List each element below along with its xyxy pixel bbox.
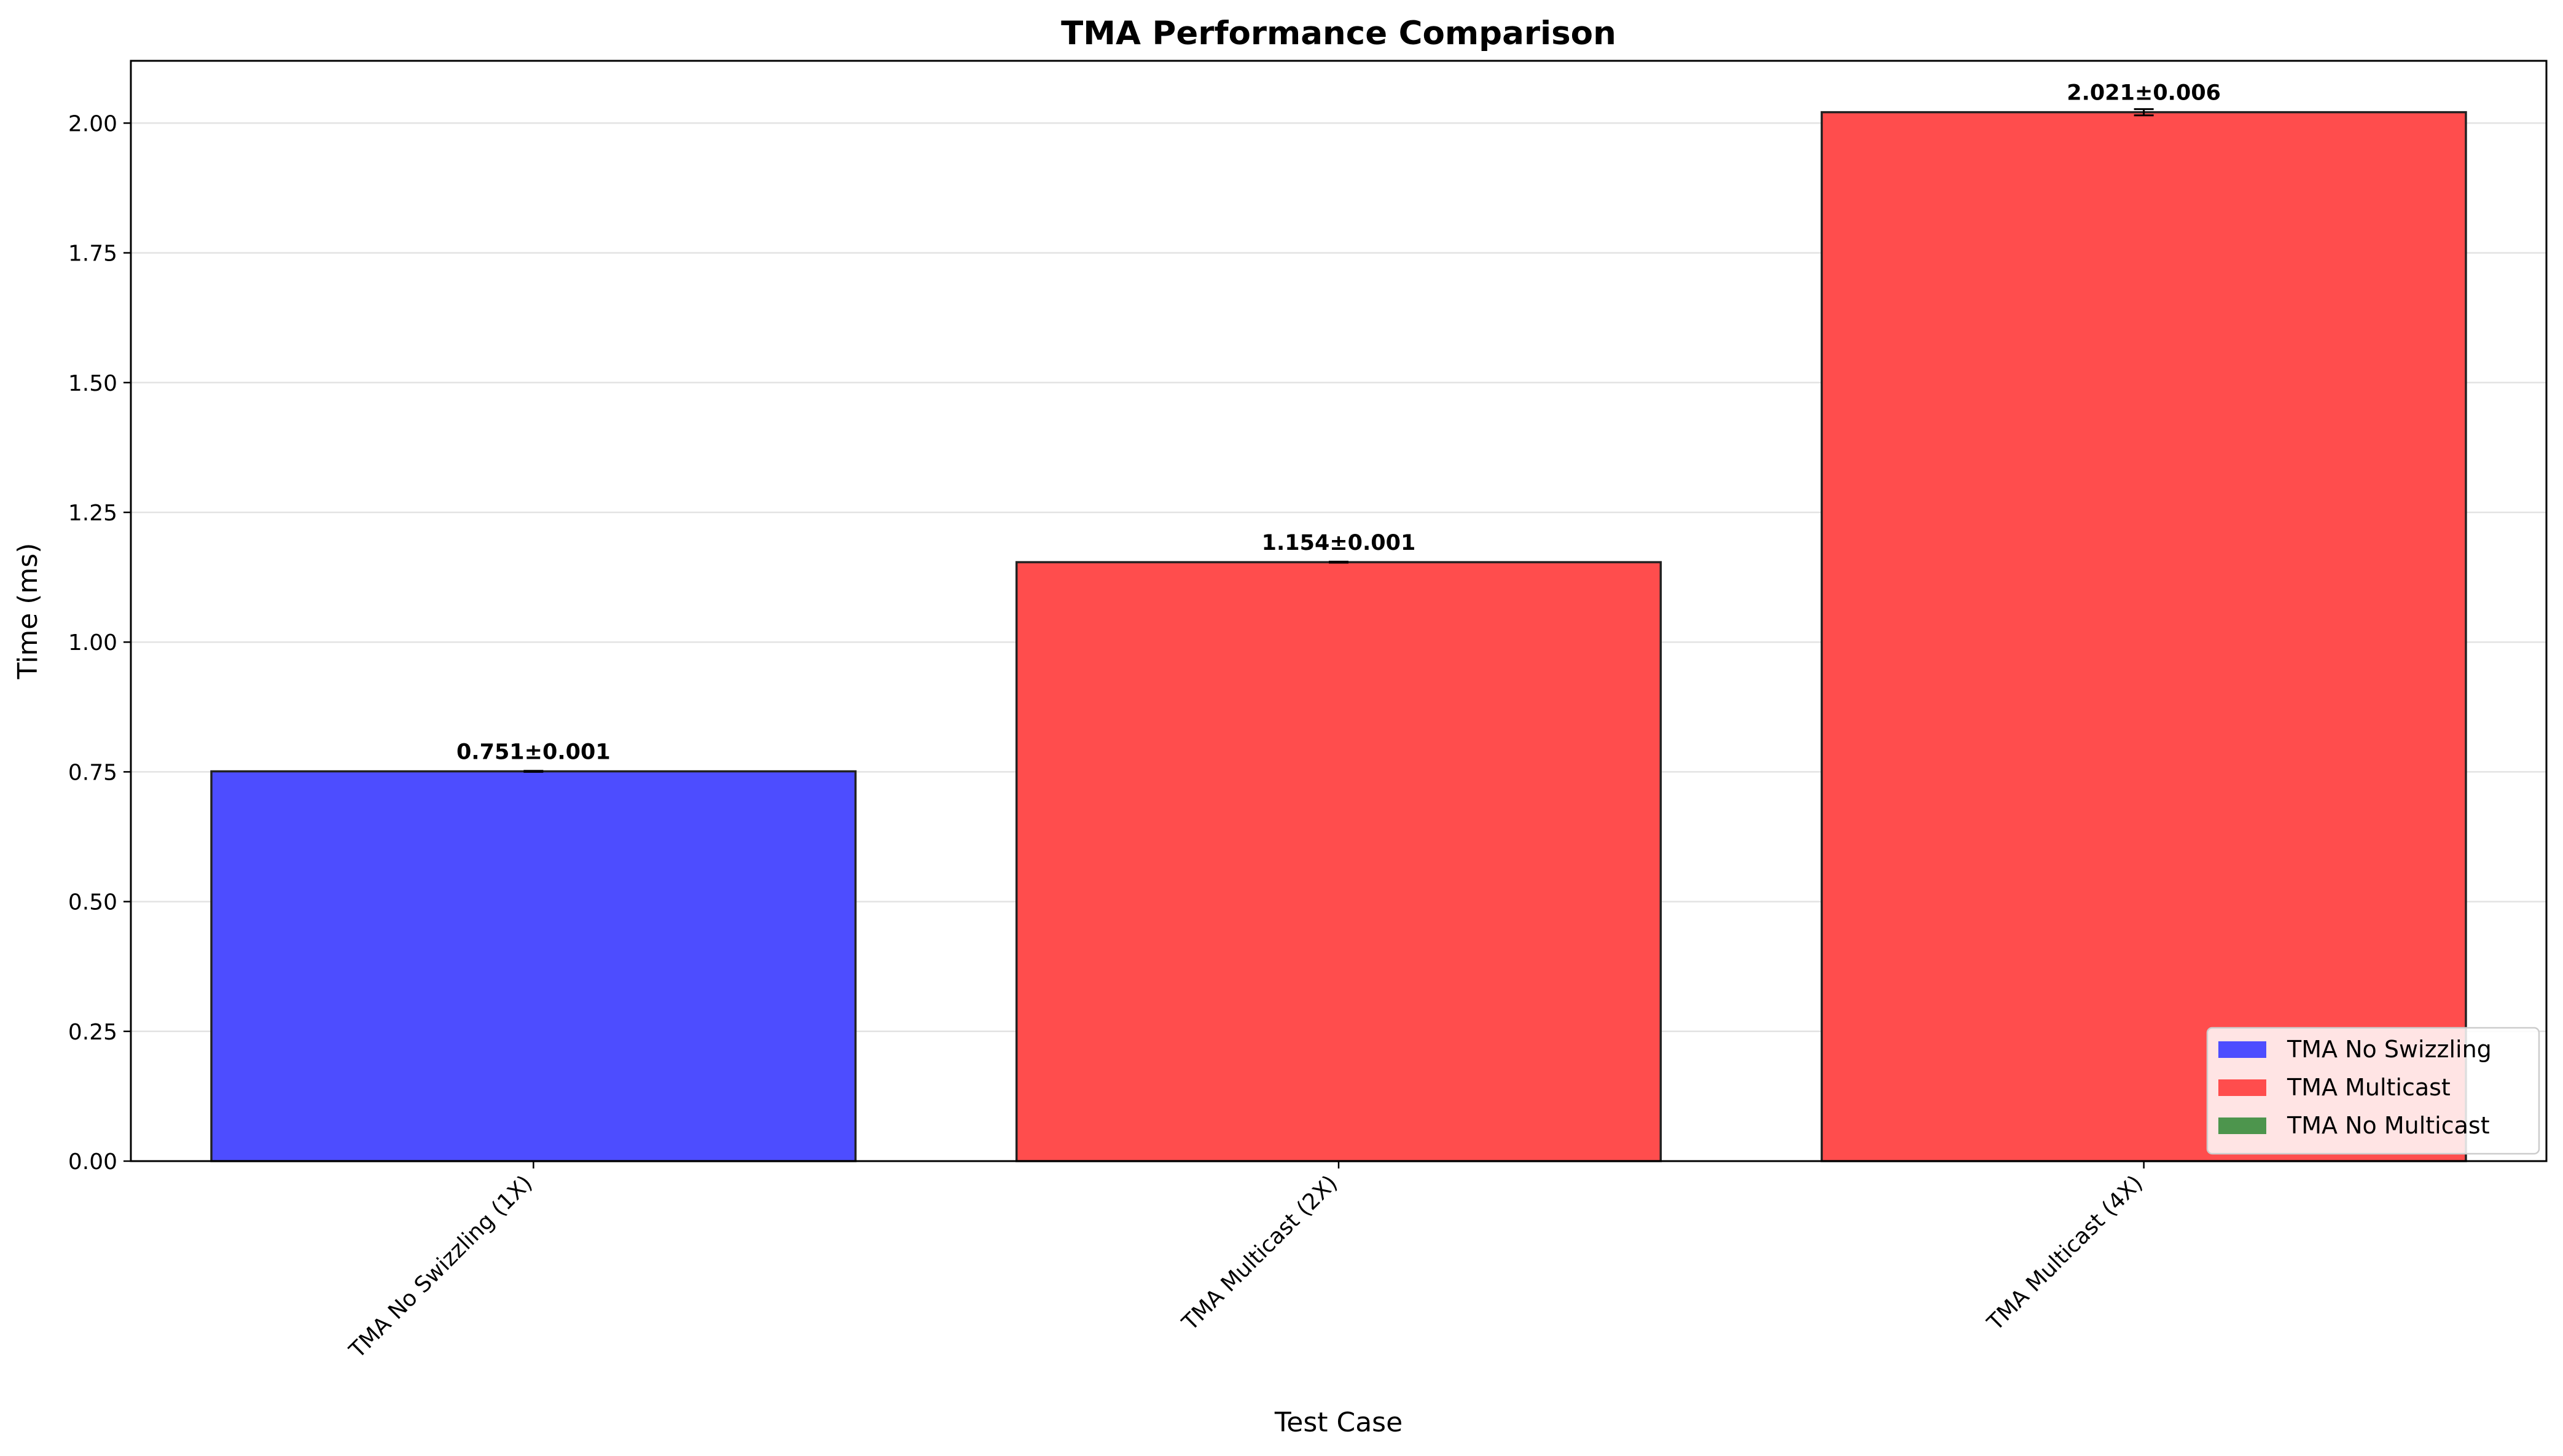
x-tick-label: TMA Multicast (2X)	[1177, 1170, 1342, 1336]
legend-label: TMA No Swizzling	[2287, 1036, 2492, 1063]
x-tick-label: TMA Multicast (4X)	[1982, 1170, 2148, 1336]
bar-value-label: 1.154±0.001	[1262, 531, 1416, 555]
x-axis-title: Test Case	[1274, 1407, 1403, 1438]
y-tick-label: 1.50	[68, 371, 117, 396]
legend-swatch	[2218, 1041, 2266, 1058]
chart-title: TMA Performance Comparison	[1061, 15, 1616, 52]
y-tick-label: 1.75	[68, 241, 117, 267]
bar[interactable]	[210, 770, 857, 1162]
x-tick-label: TMA No Swizzling (1X)	[344, 1170, 537, 1363]
legend-label: TMA No Multicast	[2287, 1112, 2490, 1139]
bar-value-label: 0.751±0.001	[456, 740, 611, 765]
x-axis: TMA No Swizzling (1X) TMA Multicast (2X) T…	[344, 1161, 2148, 1364]
y-tick-label: 1.00	[68, 630, 117, 656]
y-tick-label: 0.50	[68, 890, 117, 915]
legend-swatch	[2218, 1117, 2266, 1134]
legend-label: TMA Multicast	[2287, 1074, 2451, 1101]
bar[interactable]	[1015, 561, 1662, 1162]
y-axis-title: Time (ms)	[12, 543, 44, 680]
y-tick-label: 1.25	[68, 501, 117, 526]
y-tick-label: 0.25	[68, 1020, 117, 1045]
bar-value-labels: 0.751±0.001 1.154±0.001 2.021±0.006	[456, 81, 2221, 765]
legend-swatch	[2218, 1079, 2266, 1096]
legend-box	[2206, 1027, 2540, 1155]
bar[interactable]	[1820, 111, 2467, 1162]
y-axis: 0.00 0.25 0.50 0.75 1.00 1.25 1.50 1.75 2.00	[68, 111, 131, 1175]
bars	[210, 108, 2467, 1162]
y-tick-label: 0.00	[68, 1149, 117, 1175]
legend[interactable]: TMA No Swizzling TMA Multicast TMA No Mult…	[2206, 1027, 2540, 1155]
y-tick-label: 2.00	[68, 111, 117, 136]
y-tick-label: 0.75	[68, 760, 117, 785]
bar-value-label: 2.021±0.006	[2067, 81, 2221, 106]
